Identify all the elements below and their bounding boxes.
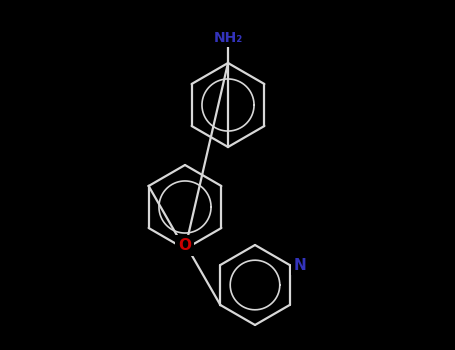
Text: NH₂: NH₂: [213, 31, 243, 45]
Text: O: O: [178, 238, 191, 253]
Text: N: N: [293, 258, 306, 273]
